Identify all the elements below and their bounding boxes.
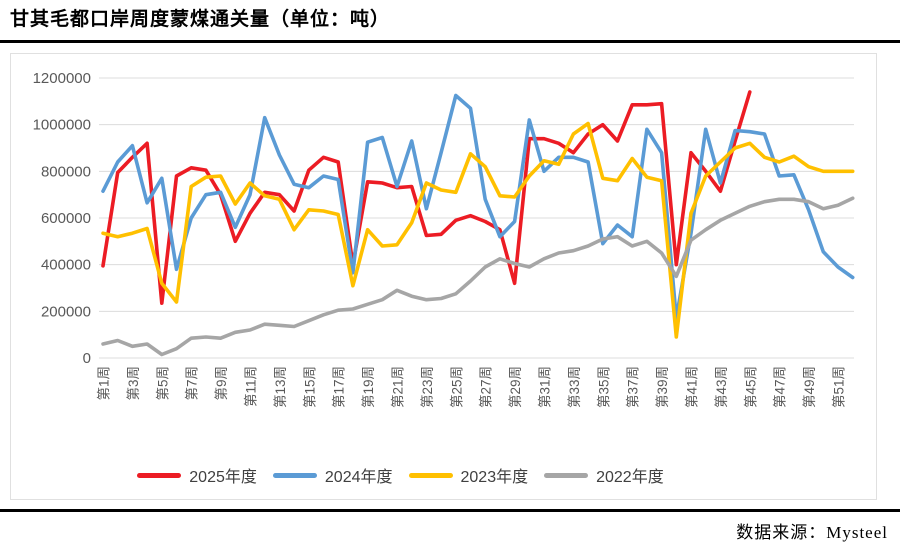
x-tick-label: 第25周	[448, 366, 464, 408]
legend-label: 2024年度	[324, 469, 393, 486]
y-tick-label: 800000	[41, 163, 91, 180]
y-tick-label: 0	[83, 350, 91, 367]
x-tick-label: 第1周	[96, 366, 112, 401]
y-tick-label: 1200000	[33, 70, 91, 87]
y-tick-label: 200000	[41, 303, 91, 320]
x-tick-label: 第11周	[243, 366, 259, 407]
chart-legend: 2025年度 2024年度 2023年度 2022年度	[0, 463, 833, 487]
x-tick-label: 第39周	[654, 366, 670, 408]
x-tick-label: 第9周	[213, 366, 229, 401]
y-tick-label: 1000000	[33, 117, 91, 134]
top-divider	[0, 40, 900, 43]
chart-area: 0 200000 400000 600000 800000 1000000 1200000 第…	[10, 53, 877, 500]
y-tick-label: 600000	[41, 210, 91, 227]
x-tick-label: 第15周	[301, 366, 317, 408]
series-line-2025年度	[101, 90, 752, 305]
legend-line-swatch	[544, 472, 589, 478]
x-tick-label: 第31周	[537, 366, 553, 408]
legend-label: 2022年度	[596, 469, 664, 486]
legend-line-swatch	[137, 472, 182, 478]
x-tick-label: 第19周	[360, 366, 376, 408]
x-tick-label: 第35周	[595, 366, 611, 408]
x-tick-label: 第37周	[625, 366, 641, 408]
x-tick-label: 第51周	[831, 366, 847, 408]
legend-label: 2025年度	[189, 469, 257, 486]
legend-line-swatch	[272, 472, 317, 478]
legend-item-2022年度[interactable]: 2022年度	[544, 463, 664, 487]
legend-item-2024年度[interactable]: 2024年度	[272, 463, 393, 487]
x-tick-label: 第5周	[154, 366, 170, 401]
x-tick-label: 第27周	[478, 366, 494, 408]
x-tick-label: 第43周	[713, 366, 729, 408]
x-tick-label: 第47周	[772, 366, 788, 408]
legend-item-2025年度[interactable]: 2025年度	[137, 463, 257, 487]
series-line-2023年度	[101, 121, 855, 339]
legend-line-swatch	[408, 472, 453, 478]
y-tick-label: 400000	[41, 257, 91, 274]
data-source: 数据来源：Mysteel	[736, 523, 888, 542]
legend-label: 2023年度	[460, 469, 529, 486]
x-tick-label: 第49周	[801, 366, 817, 408]
x-tick-label: 第21周	[390, 366, 406, 408]
x-tick-label: 第3周	[125, 366, 141, 401]
x-tick-label: 第29周	[507, 366, 523, 408]
series-line-2022年度	[101, 196, 855, 357]
legend-item-2023年度[interactable]: 2023年度	[408, 463, 529, 487]
x-tick-label: 第45周	[742, 366, 758, 408]
bottom-divider	[0, 509, 900, 512]
x-tick-label: 第13周	[272, 366, 288, 408]
x-tick-label: 第7周	[184, 366, 200, 401]
x-tick-label: 第23周	[419, 366, 435, 408]
x-tick-label: 第41周	[684, 366, 700, 408]
x-tick-label: 第33周	[566, 366, 582, 408]
x-tick-label: 第17周	[331, 366, 347, 408]
line-chart: 0 200000 400000 600000 800000 1000000 1200000 第…	[33, 70, 855, 408]
page-title: 甘其毛都口岸周度蒙煤通关量（单位：吨）	[10, 9, 391, 30]
